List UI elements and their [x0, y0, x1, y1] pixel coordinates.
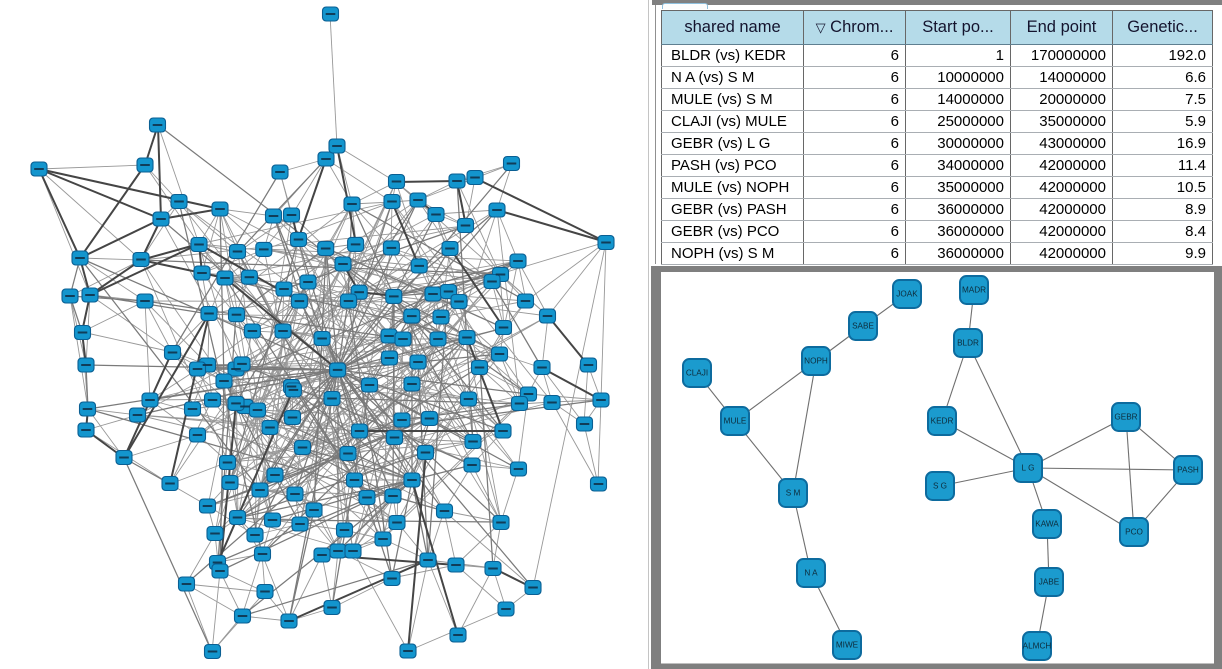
- svg-text:GEBR: GEBR: [1114, 413, 1137, 422]
- svg-text:MIWE: MIWE: [836, 641, 859, 650]
- svg-text:PASH: PASH: [1177, 466, 1199, 475]
- svg-text:PCO: PCO: [1125, 528, 1143, 537]
- svg-text:KEDR: KEDR: [931, 417, 954, 426]
- svg-text:N A: N A: [804, 569, 818, 578]
- svg-text:S M: S M: [786, 489, 801, 498]
- svg-text:SABE: SABE: [852, 322, 874, 331]
- svg-text:JABE: JABE: [1039, 578, 1060, 587]
- svg-text:JOAK: JOAK: [896, 290, 918, 299]
- svg-text:L G: L G: [1022, 464, 1035, 473]
- svg-text:S G: S G: [933, 482, 947, 491]
- svg-text:MADR: MADR: [962, 286, 986, 295]
- svg-text:CLAJI: CLAJI: [686, 369, 708, 378]
- svg-text:KAWA: KAWA: [1035, 520, 1059, 529]
- svg-text:ALMCH: ALMCH: [1023, 642, 1052, 651]
- svg-text:BLDR: BLDR: [957, 339, 979, 348]
- svg-text:NOPH: NOPH: [804, 357, 828, 366]
- svg-text:MULE: MULE: [724, 417, 747, 426]
